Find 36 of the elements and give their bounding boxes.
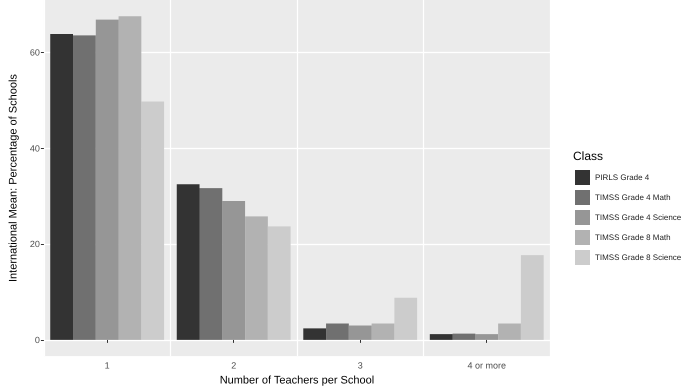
y-tick-label: 40 [30,143,40,154]
bar [498,324,521,340]
legend-label: TIMSS Grade 8 Science [595,253,682,262]
legend-label: TIMSS Grade 4 Science [595,213,682,222]
x-tick-label: 4 or more [467,360,506,371]
x-tick-label: 1 [104,360,110,371]
bar [372,324,394,340]
bar [520,255,544,340]
x-tick-label: 2 [231,360,236,371]
bar [475,334,498,340]
bar [268,226,291,340]
bar [326,324,349,340]
y-tick-label: 60 [30,48,40,58]
y-tick-label: 0 [34,334,40,345]
bar [200,188,222,340]
bar [430,334,453,340]
x-axis-title: Number of Teachers per School [220,374,374,386]
bar [96,20,119,340]
bar [118,16,142,340]
bar [452,334,476,340]
legend-label: TIMSS Grade 4 Math [595,193,671,202]
bar [73,35,96,340]
bar [176,184,200,340]
bar [394,298,418,340]
bar [141,101,164,340]
bar [50,34,74,340]
bar [303,328,326,340]
legend-label: TIMSS Grade 8 Math [595,233,671,242]
legend-label: PIRLS Grade 4 [595,173,650,182]
y-tick-label: 20 [30,239,40,250]
bar [348,325,372,340]
y-axis-title: International Mean: Percentage of Schools [8,74,20,282]
x-tick-label: 3 [358,360,363,371]
bar [245,216,268,340]
bar [222,201,246,340]
legend-title: Class [573,149,604,163]
